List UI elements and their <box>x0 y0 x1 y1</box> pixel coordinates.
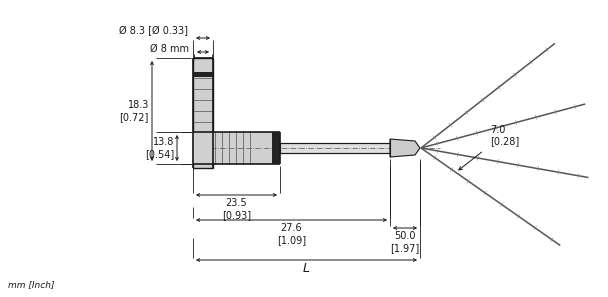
Bar <box>193 132 280 164</box>
Text: 18.3
[0.72]: 18.3 [0.72] <box>120 100 149 122</box>
Text: 23.5
[0.93]: 23.5 [0.93] <box>222 198 251 219</box>
Text: L: L <box>303 262 310 275</box>
Text: mm [Inch]: mm [Inch] <box>8 280 55 289</box>
Text: 50.0
[1.97]: 50.0 [1.97] <box>390 231 420 253</box>
Text: 27.6
[1.09]: 27.6 [1.09] <box>277 223 306 245</box>
Text: 7.0
[0.28]: 7.0 [0.28] <box>490 125 519 146</box>
Bar <box>193 58 213 168</box>
Bar <box>272 132 280 164</box>
Bar <box>193 72 213 77</box>
Text: Ø 8.3 [Ø 0.33]: Ø 8.3 [Ø 0.33] <box>119 26 188 36</box>
Text: 13.8
[0.54]: 13.8 [0.54] <box>145 137 174 159</box>
Text: Ø 8 mm: Ø 8 mm <box>150 44 189 54</box>
Bar <box>193 132 213 164</box>
Bar <box>280 143 390 153</box>
Polygon shape <box>390 139 420 157</box>
